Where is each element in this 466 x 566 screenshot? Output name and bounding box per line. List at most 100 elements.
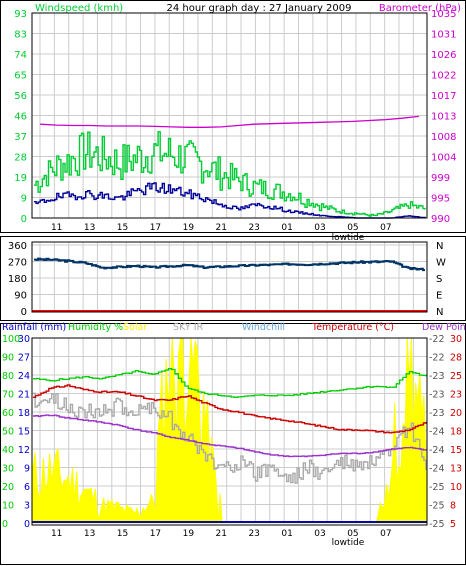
panel3-humidity-tick-label: 40	[2, 445, 14, 456]
humidity-line	[33, 368, 427, 398]
panel3-temperature-tick-label: 20	[450, 408, 462, 419]
temperature-line	[33, 384, 427, 434]
panel3-x-tick-label: 15	[117, 529, 128, 539]
panel1-x-tick-label: 21	[216, 223, 227, 233]
panel3-sky-tick-label: -25	[429, 519, 445, 530]
panel1-marker: lowtide	[332, 233, 365, 243]
panel3-x-tick-label: 19	[183, 529, 195, 539]
panel3-humidity-tick-label: 60	[2, 408, 14, 419]
wind-direction-line	[34, 257, 425, 272]
panel3-sky-tick-label: -23	[429, 390, 445, 401]
panel3-temperature-tick-label: 18	[450, 427, 462, 438]
panel1-x-tick-label: 17	[150, 223, 161, 233]
windspeed-average-line	[34, 182, 426, 219]
panel1-plot-border	[31, 12, 428, 219]
panel3-humidity-tick-label: 80	[2, 371, 14, 382]
panel1-right-tick-label: 1017	[431, 91, 456, 102]
panel3-x-tick-label: 01	[281, 529, 292, 539]
panel3-x-tick-label: 21	[216, 529, 227, 539]
panel3-humidity-tick-label: 0	[2, 519, 8, 530]
panel3-humidity-tick-label: 10	[2, 501, 14, 512]
panel1-x-tick-label: 19	[183, 223, 195, 233]
panel3-sky-tick-label: -24	[429, 464, 445, 475]
panel3-rain-tick-label: 0	[24, 519, 30, 530]
panel3-x-tick-label: 17	[150, 529, 161, 539]
legend-windchill: Windchill	[242, 322, 285, 333]
panel3-humidity-tick-label: 20	[2, 482, 14, 493]
panel2-right-tick-label: S	[436, 274, 442, 285]
sky-ir-line	[33, 392, 427, 484]
panel1-x-tick-label: 15	[117, 223, 128, 233]
panel1-right-tick-label: 990	[431, 214, 450, 225]
panel3-rain-tick-label: 9	[24, 464, 30, 475]
panel3-x-tick-label: 03	[314, 529, 325, 539]
panel1-x-tick-label: 11	[51, 223, 62, 233]
panel3-rain-tick-label: 27	[18, 353, 30, 364]
panel1-series	[34, 115, 426, 219]
panel3-rain-tick-label: 6	[24, 482, 30, 493]
panel3-rain-tick-label: 21	[18, 390, 30, 401]
panel3-rain-tick-label: 24	[18, 371, 30, 382]
panel1-grid	[32, 12, 427, 219]
panel3-x-tick-label: 05	[347, 529, 358, 539]
panel3-sky-tick-label: -22	[429, 353, 445, 364]
panel3-x-tick-label: 23	[248, 529, 259, 539]
legend-humidity: Humidity %	[68, 322, 123, 333]
panel3-rain-tick-label: 30	[18, 334, 30, 345]
panel3-temperature-tick-label: 5	[450, 519, 456, 530]
panel3-temperature-tick-label: 23	[450, 390, 462, 401]
panel1-right-tick-label: 1035	[431, 9, 456, 20]
panel2-right-tick-label: E	[436, 291, 442, 302]
panel1-x-tick-label: 01	[281, 223, 292, 233]
panel3-sky-tick-label: -25	[429, 501, 445, 512]
panel1-right-tick-label: 1031	[431, 30, 456, 41]
barometer-line	[40, 115, 419, 128]
panel3-sky-tick-label: -24	[429, 427, 445, 438]
panel3-rain-tick-label: 15	[18, 427, 30, 438]
panel3-sky-tick-label: -24	[429, 445, 445, 456]
panel3-temperature-tick-label: 10	[450, 482, 462, 493]
panel2-right-tick-label: N	[436, 241, 443, 252]
panel1-x-ticks: 11 13 15 17 19 21 23 01 03 05 07	[51, 223, 392, 233]
panel1-left-tick-label: 0	[21, 214, 27, 225]
panel3-temperature-tick-label: 28	[450, 353, 462, 364]
panel1-x-tick-label: 03	[314, 223, 325, 233]
panel1-left-label: Windspeed (kmh)	[35, 3, 123, 14]
panel1-right-tick-label: 999	[431, 173, 450, 184]
panel1-right-tick-label: 1008	[431, 132, 456, 143]
panel3-rain-tick-label: 18	[18, 408, 30, 419]
panel1-left-tick-label: 37	[14, 132, 27, 143]
panel2-left-tick-label: 270	[8, 258, 27, 269]
legend-temperature: Temperature (°C)	[311, 322, 394, 333]
panel1-right-tick-label: 1013	[431, 112, 456, 123]
panel3-rain-tick-label: 12	[18, 445, 30, 456]
panel1-x-tick-label: 07	[380, 223, 391, 233]
panel3-marker: lowtide	[332, 538, 365, 548]
panel2-series	[32, 257, 427, 312]
panel1-right-label: Barometer (hPa)	[379, 3, 461, 14]
panel3-series	[32, 337, 427, 524]
panel3-plot-border	[31, 337, 428, 526]
panel3-temperature-tick-label: 8	[450, 501, 456, 512]
panel1-left-tick-label: 83	[14, 30, 27, 41]
panel3-humidity-tick-label: 30	[2, 464, 14, 475]
panel3-temperature-tick-label: 15	[450, 445, 462, 456]
panel3-x-ticks: 11 13 15 17 19 21 23 01 03 05 07	[51, 529, 392, 539]
panel3-humidity-tick-label: 50	[2, 427, 14, 438]
panel2-plot-border	[31, 241, 428, 313]
panel3-sky-tick-label: -22	[429, 334, 445, 345]
panel2-left-tick-label: 360	[8, 241, 27, 252]
legend-dew: Dew Point	[422, 322, 466, 333]
panel1-right-tick-label: 1004	[431, 153, 456, 164]
panel3-temperature-tick-label: 13	[450, 464, 462, 475]
panel2-left-tick-label: 180	[8, 274, 27, 285]
panel3-humidity-tick-label: 100	[2, 334, 20, 345]
panel1-right-ticks: 1035 1031 1026 1022 1017 1013 1008 1004 999 995 99…	[431, 9, 456, 225]
panel1-left-tick-label: 46	[14, 112, 27, 123]
legend-rain: Rainfall (mm)	[2, 322, 66, 333]
panel2-right-tick-label: W	[436, 258, 446, 269]
panel1-left-tick-label: 65	[14, 71, 27, 82]
